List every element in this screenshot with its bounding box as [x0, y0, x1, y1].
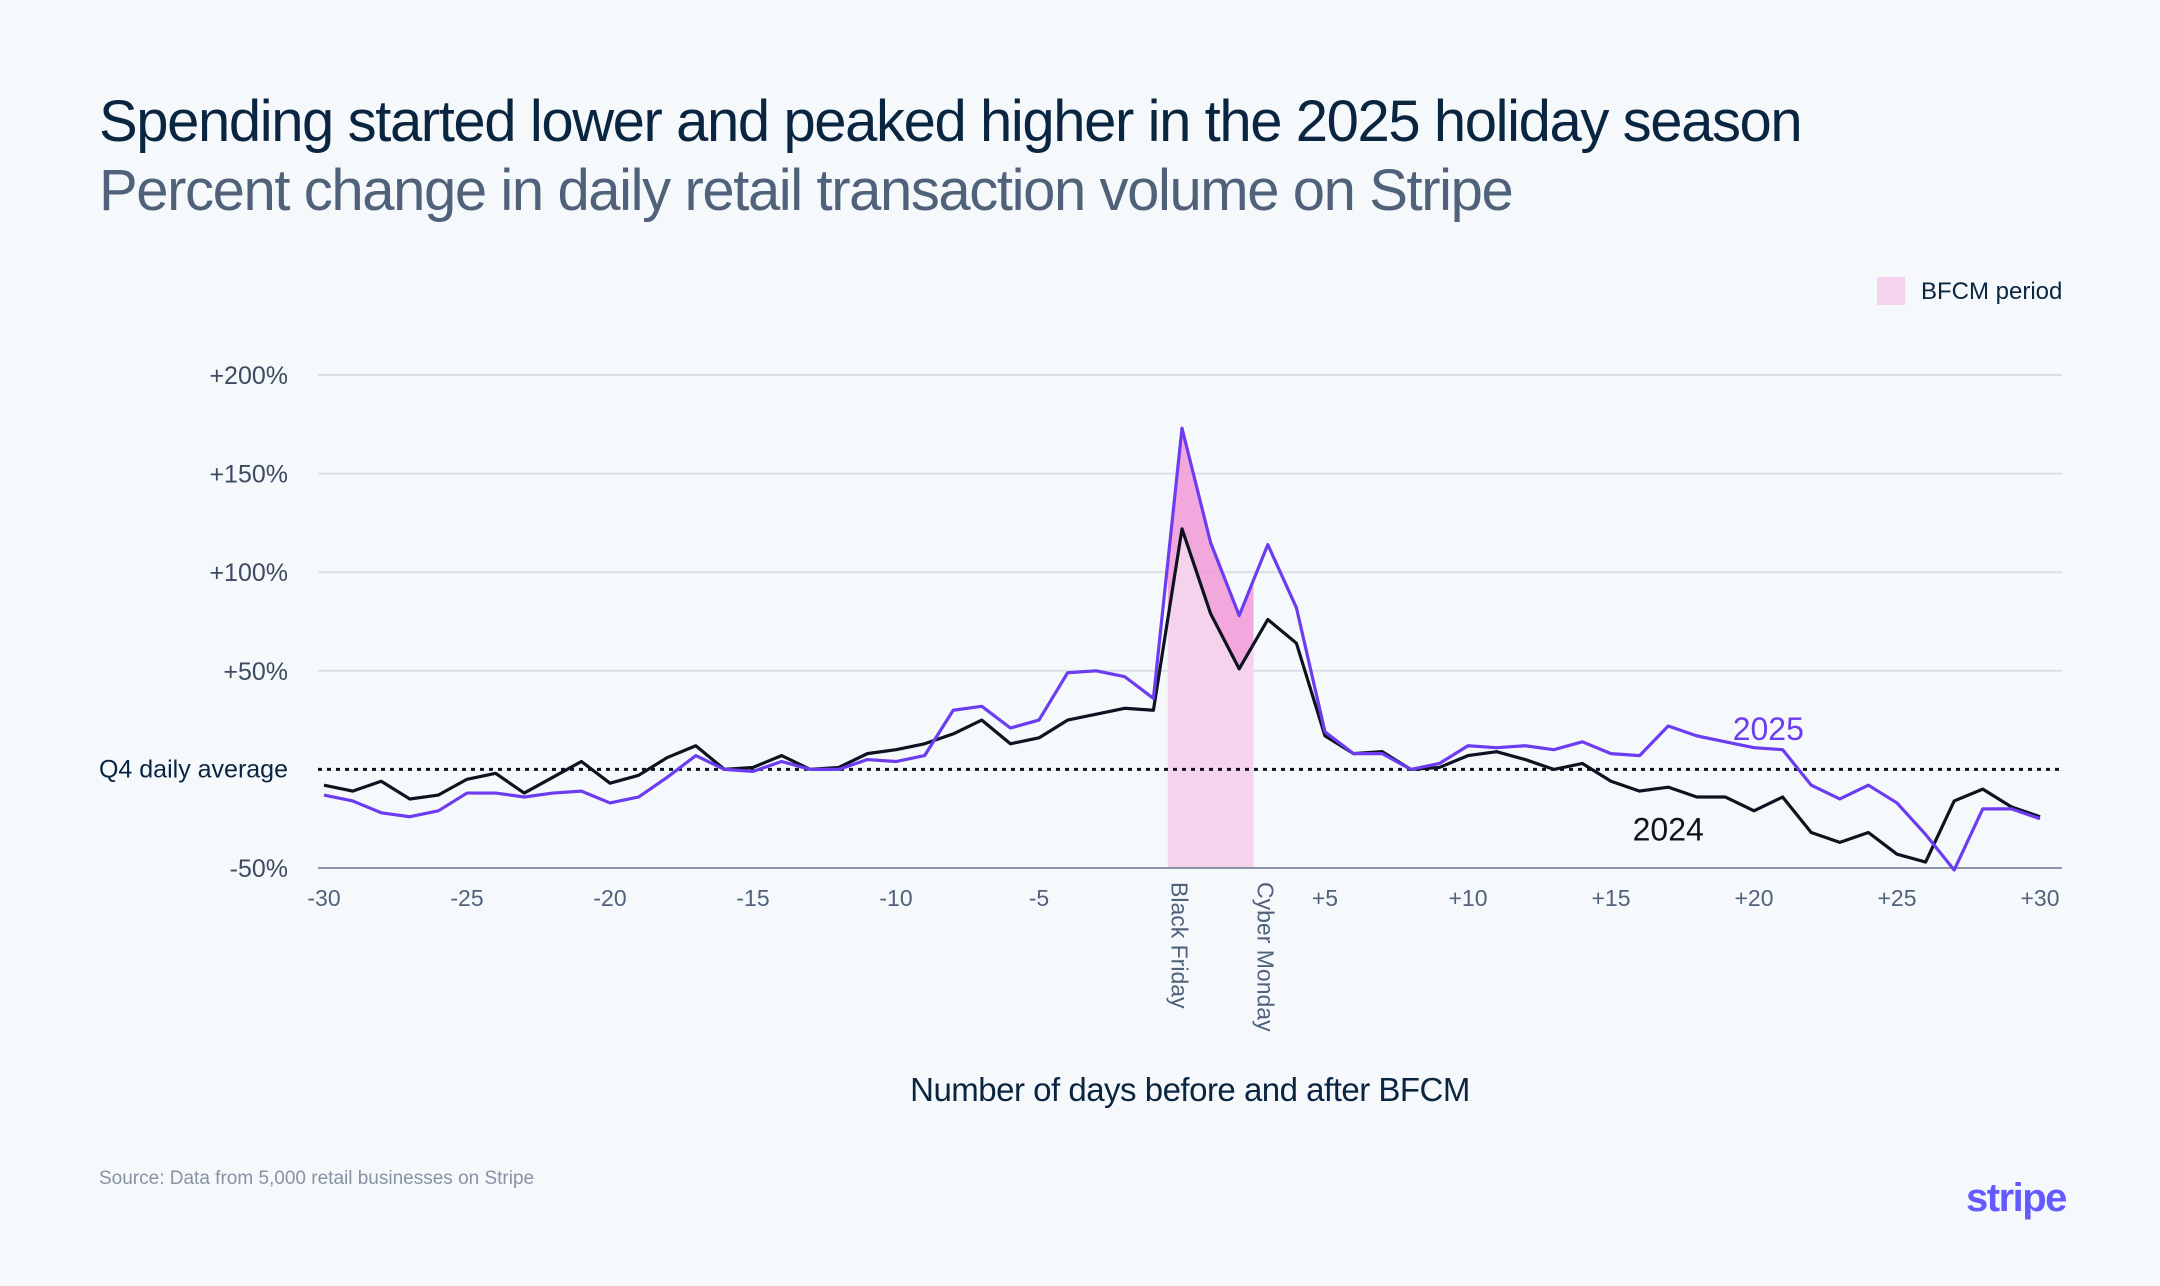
x-tick-label: -25 — [450, 885, 483, 911]
x-tick-label: +30 — [2020, 885, 2059, 911]
series-lines: 2024 2025 — [323, 426, 2041, 872]
series-line-2024 — [323, 527, 2041, 864]
event-label: Cyber Monday — [1253, 882, 1279, 1032]
y-axis-ticks: -50% +50% +100% +150% +200% — [209, 362, 288, 883]
q4-average-label: Q4 daily average — [99, 755, 288, 783]
y-tick-label: -50% — [230, 855, 288, 883]
bfcm-period — [1167, 428, 1254, 868]
chart-subtitle: Percent change in daily retail transacti… — [99, 158, 1514, 223]
legend-swatch-bfcm — [1877, 277, 1905, 305]
series-line-2025 — [323, 426, 2041, 872]
x-axis-title: Number of days before and after BFCM — [910, 1071, 1470, 1108]
legend-label-bfcm: BFCM period — [1921, 278, 2062, 305]
source-note: Source: Data from 5,000 retail businesse… — [99, 1168, 535, 1189]
x-tick-label: +15 — [1591, 885, 1630, 911]
bfcm-gap-fill — [1167, 428, 1254, 669]
x-tick-label: +25 — [1877, 885, 1916, 911]
x-tick-label: -5 — [1029, 885, 1049, 911]
stripe-logo: stripe — [1966, 1176, 2067, 1220]
y-tick-label: +50% — [223, 658, 288, 686]
x-tick-label: -20 — [593, 885, 626, 911]
x-tick-label: -15 — [736, 885, 769, 911]
x-axis-ticks: -30 -25 -20 -15 -10 -5 +5 +10 +15 +20 +25 +30 — [307, 885, 2059, 911]
x-tick-label: +10 — [1448, 885, 1487, 911]
x-tick-label: +20 — [1734, 885, 1773, 911]
event-label: Black Friday — [1167, 882, 1193, 1009]
x-tick-label: -10 — [879, 885, 912, 911]
series-label-2025: 2025 — [1733, 711, 1804, 747]
y-tick-label: +100% — [209, 559, 288, 587]
bfcm-band — [1167, 528, 1254, 868]
x-tick-label: -30 — [307, 885, 340, 911]
chart-title: Spending started lower and peaked higher… — [99, 89, 1803, 154]
y-tick-label: +150% — [209, 461, 288, 489]
series-label-2024: 2024 — [1633, 811, 1704, 847]
x-tick-label: +5 — [1312, 885, 1338, 911]
y-tick-label: +200% — [209, 362, 288, 390]
event-labels: Black Friday Cyber Monday — [1167, 882, 1279, 1032]
